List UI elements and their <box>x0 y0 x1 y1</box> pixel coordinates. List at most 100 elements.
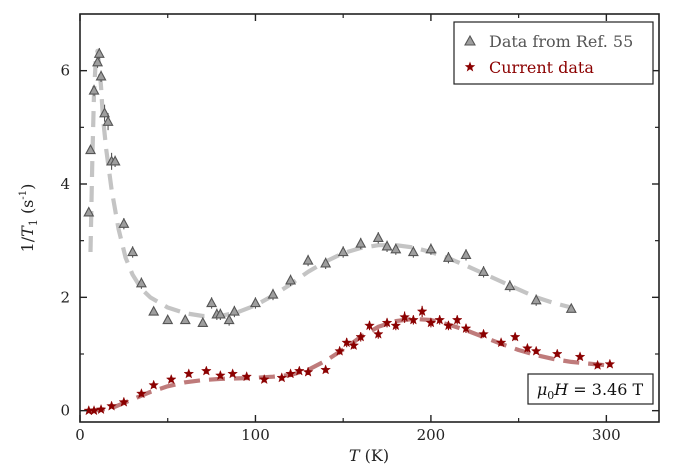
x-tick-label: 300 <box>592 426 621 444</box>
x-axis-title: T (K) <box>349 446 389 465</box>
current-data-point <box>241 371 252 382</box>
legend-entry-current: Current data <box>464 58 594 77</box>
current-data-point <box>381 317 393 328</box>
current-data-point <box>372 328 384 339</box>
current-data-point <box>355 331 367 342</box>
y-tick-label: 2 <box>60 288 70 306</box>
ref-data-point <box>337 246 349 257</box>
current-data-point <box>201 365 212 376</box>
ref-data-point <box>148 305 160 316</box>
data-points <box>83 47 616 416</box>
x-tick-label: 100 <box>241 426 270 444</box>
current-data-point <box>348 339 360 351</box>
current-data-point <box>294 365 305 376</box>
ref-data-point <box>109 155 121 166</box>
ref-fit-curve <box>88 48 572 319</box>
field-annotation: μ0H = 3.46 T <box>527 373 654 405</box>
ref-data-point <box>372 231 384 242</box>
legend-triangle-marker <box>464 34 476 46</box>
ref-data-point <box>135 277 147 288</box>
ref-data-point <box>214 308 226 319</box>
ref-data-point <box>118 217 130 228</box>
current-data-point <box>302 366 314 377</box>
y-axis-title: 1/T1 (s-1) <box>18 184 40 253</box>
ref-data-point <box>504 280 516 291</box>
ref-data-point <box>99 107 111 118</box>
ref-data-point <box>320 257 332 268</box>
current-data-point <box>416 305 428 317</box>
ref-data-point <box>95 70 107 81</box>
legend-entry-ref: Data from Ref. 55 <box>464 32 633 51</box>
ref-data-point <box>460 248 472 259</box>
ref-data-point <box>407 246 419 257</box>
ref-data-point <box>478 265 490 276</box>
x-tick-label: 200 <box>417 426 446 444</box>
legend: Data from Ref. 55 Current data <box>453 21 654 85</box>
ref-data-point <box>83 206 95 217</box>
current-data-point <box>320 364 331 375</box>
ref-data-point <box>249 297 261 308</box>
annotation-text: μ0H = 3.46 T <box>537 380 644 402</box>
y-tick-label: 4 <box>60 175 70 193</box>
current-data-point <box>443 320 454 331</box>
current-fit-curve <box>88 316 607 413</box>
legend-label-current: Current data <box>489 58 594 77</box>
current-data-point <box>136 388 147 399</box>
current-data-point <box>509 331 521 342</box>
current-data-point <box>148 379 159 390</box>
ref-data-point <box>162 314 174 325</box>
current-data-point <box>95 403 107 415</box>
y-tick-label: 6 <box>60 62 70 80</box>
ref-data-point <box>85 144 97 155</box>
current-data-point <box>434 314 445 325</box>
ref-data-point <box>92 56 104 67</box>
ref-data-point <box>267 288 279 299</box>
current-data-point <box>460 322 472 334</box>
axes: 0 100 200 300 0 2 4 6 <box>60 14 659 444</box>
current-data-point <box>227 368 238 379</box>
x-tick-label: 0 <box>75 426 85 444</box>
current-data-point <box>551 348 563 359</box>
legend-star-marker <box>464 61 476 72</box>
current-data-point <box>408 314 419 325</box>
current-data-point <box>285 368 296 379</box>
ref-data-point <box>127 246 139 257</box>
fit-curves <box>88 48 607 413</box>
ref-data-point <box>390 243 402 254</box>
current-data-point <box>334 345 345 356</box>
ref-data-point <box>179 314 191 325</box>
current-data-point <box>522 342 533 353</box>
ref-data-point <box>88 84 100 95</box>
current-data-point <box>118 396 130 407</box>
legend-box <box>453 21 654 85</box>
plot-frame <box>79 13 660 423</box>
annotation-box <box>527 373 654 405</box>
ref-data-point <box>102 115 114 126</box>
current-data-point <box>364 320 375 331</box>
current-data-point <box>604 358 616 369</box>
current-data-point <box>258 373 270 385</box>
ref-data-point <box>565 302 577 313</box>
current-data-point <box>183 368 195 379</box>
ref-data-point <box>442 251 454 262</box>
ref-data-point <box>302 254 314 265</box>
ref-data-point <box>381 240 393 251</box>
current-data-point <box>215 369 226 381</box>
y-tick-label: 0 <box>60 402 70 420</box>
current-data-point <box>276 372 288 383</box>
current-data-point <box>530 345 542 356</box>
ref-data-point <box>425 243 437 254</box>
current-data-point <box>165 373 177 385</box>
ref-data-point <box>197 316 209 327</box>
ref-data-point <box>93 47 105 58</box>
current-data-point <box>399 311 410 322</box>
current-data-point <box>341 337 352 348</box>
current-data-point <box>495 337 507 348</box>
legend-label-ref: Data from Ref. 55 <box>489 32 633 51</box>
ref-data-point <box>206 297 218 308</box>
current-data-point <box>478 328 489 339</box>
current-data-point <box>425 317 437 328</box>
current-data-point <box>451 314 463 325</box>
current-data-point <box>106 400 117 411</box>
current-data-point <box>390 320 402 331</box>
